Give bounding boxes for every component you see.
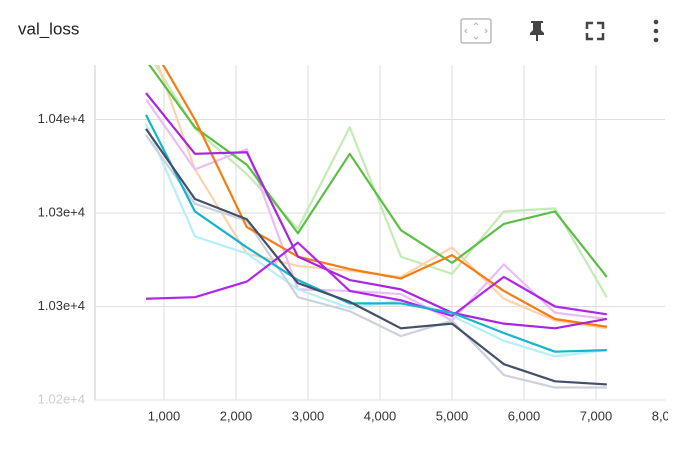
x-tick-label: 5,000: [436, 408, 469, 423]
x-tick-label: 7,000: [580, 408, 613, 423]
y-tick-label: 1.03e+4: [38, 204, 85, 219]
series-line: [145, 92, 607, 330]
x-tick-label: 1,000: [148, 408, 181, 423]
fit-domain-button[interactable]: [460, 18, 492, 44]
toolbar: [460, 18, 659, 44]
series-line: [145, 114, 607, 353]
series-line: [145, 98, 607, 322]
y-axis: 1.02e+4 1.03e+4 1.03e+4 1.04e+4: [38, 111, 85, 406]
series-line: [145, 134, 607, 389]
grid: [94, 65, 665, 401]
y-tick-label: 1.02e+4: [38, 391, 85, 406]
series-line: [145, 241, 607, 317]
x-tick-label: 4,000: [364, 408, 397, 423]
fullscreen-button[interactable]: [585, 21, 605, 41]
more-button[interactable]: [653, 19, 659, 43]
y-tick-label: 1.04e+4: [38, 111, 85, 126]
x-tick-label: 6,000: [508, 408, 541, 423]
x-tick-label: 8,000: [652, 408, 685, 423]
x-tick-label: 2,000: [220, 408, 253, 423]
series-line: [148, 65, 608, 278]
y-tick-label: 1.03e+4: [38, 298, 85, 313]
x-tick-label: 3,000: [292, 408, 325, 423]
series-line: [145, 128, 607, 386]
x-axis: 1,000 2,000 3,000 4,000 5,000 6,000 7,000 8,000: [148, 408, 685, 423]
series-line: [161, 65, 607, 328]
series-line: [154, 65, 608, 298]
series-line: [156, 65, 607, 330]
chart-title: val_loss: [18, 19, 79, 38]
pin-button[interactable]: [530, 21, 544, 41]
plot-area: [144, 65, 608, 389]
